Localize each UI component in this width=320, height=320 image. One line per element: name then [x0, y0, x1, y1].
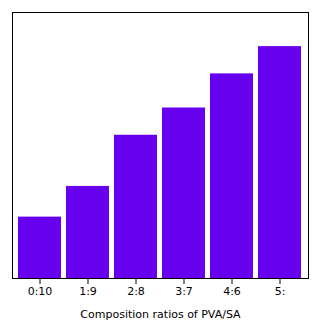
svg-text:5:: 5: [275, 285, 286, 298]
svg-text:4:6: 4:6 [223, 285, 241, 298]
svg-text:Composition ratios of PVA/SA: Composition ratios of PVA/SA [80, 308, 241, 320]
svg-text:0:10: 0:10 [28, 285, 53, 298]
svg-text:3:7: 3:7 [175, 285, 193, 298]
svg-text:1:9: 1:9 [79, 285, 97, 298]
svg-text:2:8: 2:8 [127, 285, 145, 298]
